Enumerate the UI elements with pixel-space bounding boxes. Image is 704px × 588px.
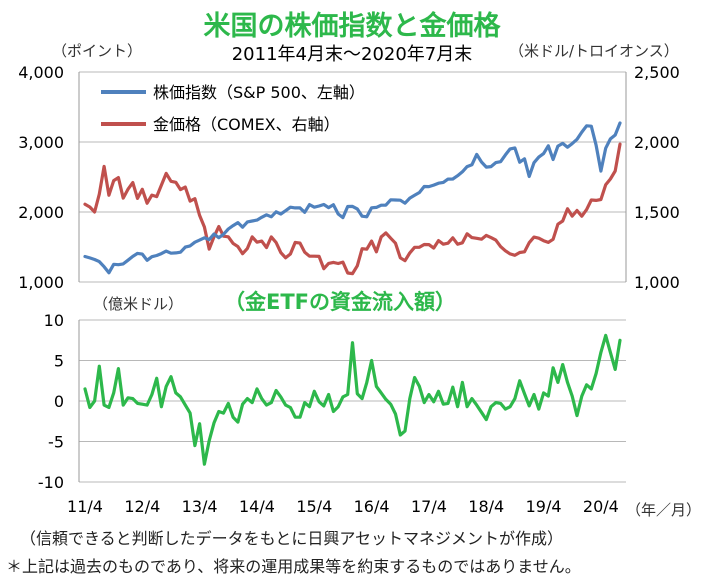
top-left-tick-label: 2,000 [18,203,64,222]
x-tick-label: 11/4 [67,497,103,516]
bottom-left-axis-unit: （億米ドル） [93,295,184,313]
x-tick-label: 12/4 [124,497,160,516]
top-left-tick-label: 4,000 [18,63,64,82]
top-right-tick-label: 2,000 [634,133,680,152]
bottom-y-tick-label: -5 [48,433,64,452]
top-right-tick-label: 1,000 [634,273,680,292]
x-tick-label: 15/4 [296,497,332,516]
etf-panel-title: （金ETFの資金流入額） [224,290,457,314]
top-left-axis-unit: （ポイント） [52,42,143,60]
x-tick-label: 19/4 [526,497,562,516]
chart-subtitle: 2011年4月末～2020年7月末 [231,44,473,65]
gold-etf-flow-line [83,333,622,466]
x-tick-label: 13/4 [182,497,218,516]
bottom-y-tick-label: 0 [54,392,64,411]
legend-label-sp500: 株価指数（S&P 500、左軸） [153,83,365,102]
x-tick-label: 14/4 [239,497,275,516]
bottom-y-tick-label: 5 [54,352,64,371]
sp500-line [83,121,622,275]
x-tick-label: 20/4 [583,497,619,516]
top-left-tick-label: 1,000 [18,273,64,292]
x-axis-unit: （年／月） [626,501,702,519]
source-note: （信頼できると判断したデータをもとに日興アセットマネジメントが作成） [20,529,564,548]
bottom-y-tick-label: 10 [44,311,64,330]
legend-label-gold: 金価格（COMEX、右軸） [153,115,340,134]
bottom-y-tick-label: -10 [38,473,64,492]
chart-title: 米国の株価指数と金価格 [203,11,501,42]
disclaimer-note: ＊上記は過去のものであり、将来の運用成果等を約束するものではありません。 [6,557,581,576]
x-tick-label: 16/4 [354,497,390,516]
top-right-tick-label: 2,500 [634,63,680,82]
x-tick-label: 18/4 [468,497,504,516]
top-left-tick-label: 3,000 [18,133,64,152]
top-right-tick-label: 1,500 [634,203,680,222]
x-tick-label: 17/4 [411,497,447,516]
gold-price-line [83,142,622,276]
top-right-axis-unit: （米ドル/トロイオンス） [509,42,679,60]
